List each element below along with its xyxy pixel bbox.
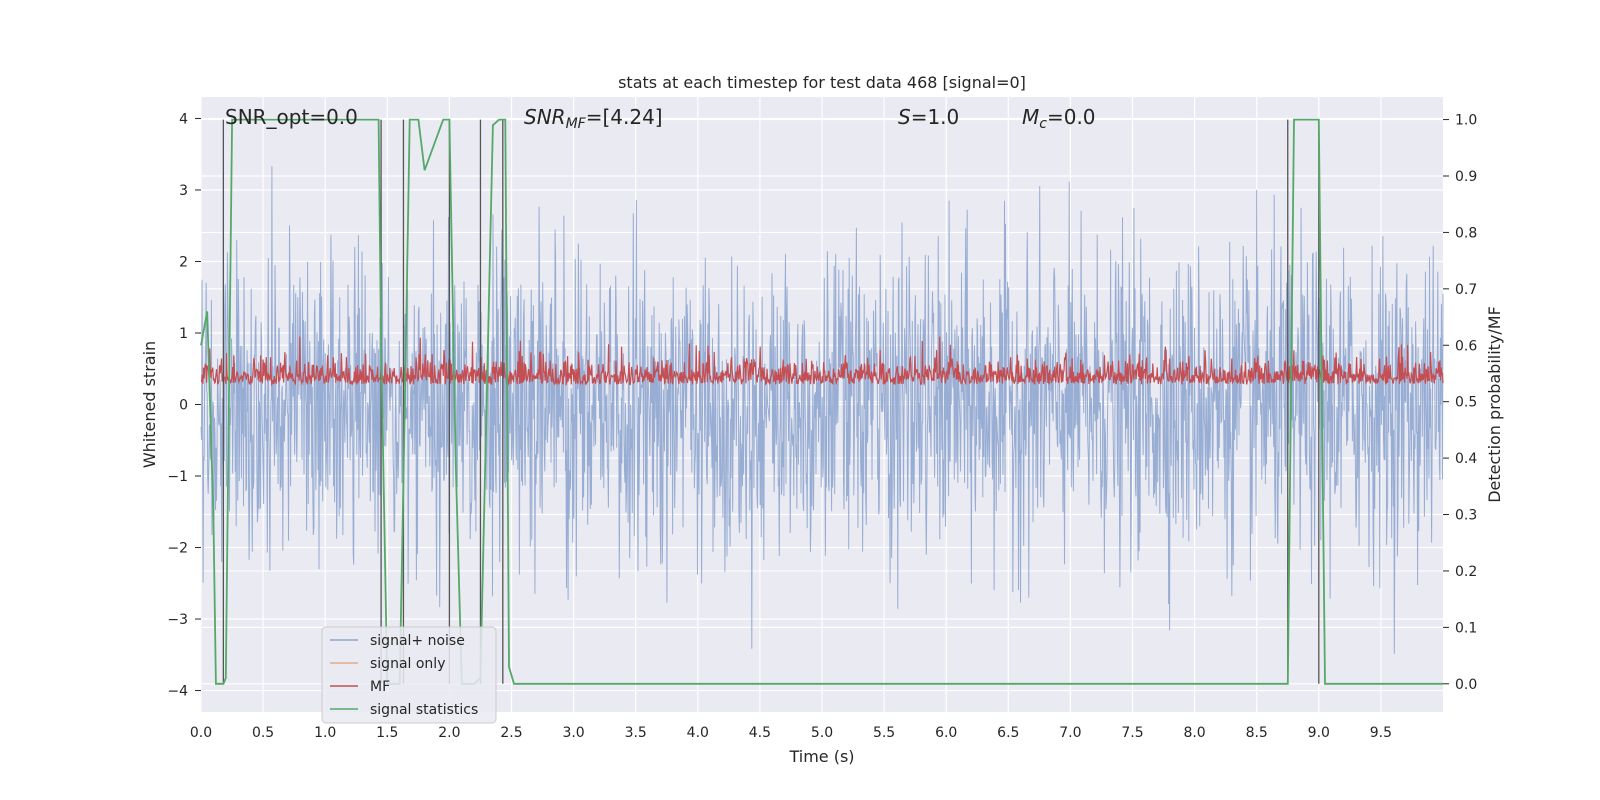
y-axis-label: Whitened strain xyxy=(140,341,159,468)
mc-subscript: c xyxy=(1039,116,1047,132)
y-right-tick-label: 0.9 xyxy=(1455,169,1477,185)
x-axis-label: Time (s) xyxy=(788,747,854,766)
legend-label-signal-noise: signal+ noise xyxy=(370,633,465,649)
y-right-tick-label: 0.7 xyxy=(1455,282,1477,298)
chart-title: stats at each timestep for test data 468… xyxy=(618,73,1026,92)
y-tick-label: 1 xyxy=(179,326,188,342)
legend: signal+ noise signal only MF signal stat… xyxy=(321,626,497,724)
mc-annotation: Mc=0.0 xyxy=(1022,105,1096,132)
y-right-tick-label: 0.6 xyxy=(1455,338,1477,354)
x-tick-label: 2.0 xyxy=(438,725,460,741)
mc-value: =0.0 xyxy=(1047,105,1096,129)
y-right-tick-label: 0.1 xyxy=(1455,620,1477,636)
detection-markers xyxy=(222,119,1320,684)
x-tick-label: 8.5 xyxy=(1246,725,1268,741)
y-right-tick-label: 0.5 xyxy=(1455,395,1477,411)
mc-symbol: M xyxy=(1022,105,1039,129)
mf-trace xyxy=(200,336,1444,387)
snr-mf-value: =[4.24] xyxy=(586,105,663,129)
x-tick-label: 4.5 xyxy=(749,725,771,741)
x-tick-label: 0.5 xyxy=(252,725,274,741)
y-right-tick-label: 1.0 xyxy=(1455,113,1477,129)
y-right-tick-label: 0.8 xyxy=(1455,225,1477,241)
x-tick-label: 1.5 xyxy=(376,725,398,741)
legend-box xyxy=(321,626,497,724)
x-tick-label: 9.5 xyxy=(1370,725,1392,741)
x-tick-label: 7.5 xyxy=(1121,725,1143,741)
y-tick-label: −4 xyxy=(167,684,188,700)
x-tick-label: 1.0 xyxy=(314,725,336,741)
series-mf xyxy=(200,336,1444,387)
s-symbol: S xyxy=(898,105,911,129)
snr-mf-annotation: SNRMF=[4.24] xyxy=(524,105,663,132)
y-tick-label: 3 xyxy=(179,183,188,199)
signal-statistics-line xyxy=(200,118,1443,685)
x-tick-label: 6.5 xyxy=(997,725,1019,741)
legend-label-signal-statistics: signal statistics xyxy=(370,702,478,718)
y-right-tick-label: 0.0 xyxy=(1455,677,1477,693)
axis-ticks: 0.0 0.5 1.0 1.5 2.0 2.5 3.0 3.5 4.0 4.5 5.0 5.5 6.0 6… xyxy=(167,111,1477,741)
x-tick-label: 0.0 xyxy=(190,725,212,741)
x-tick-label: 5.5 xyxy=(873,725,895,741)
legend-label-signal-only: signal only xyxy=(370,656,445,672)
y-right-tick-label: 0.2 xyxy=(1455,564,1477,580)
y-tick-label: 0 xyxy=(179,398,188,414)
snr-mf-symbol: SNR xyxy=(524,105,566,129)
legend-label-mf: MF xyxy=(370,679,390,695)
s-annotation: S=1.0 xyxy=(898,105,959,129)
y-axis-right-label: Detection probability/MF xyxy=(1485,306,1504,503)
x-tick-label: 7.0 xyxy=(1059,725,1081,741)
snr-mf-subscript: MF xyxy=(566,116,587,132)
x-tick-label: 3.5 xyxy=(625,725,647,741)
x-tick-label: 3.0 xyxy=(562,725,584,741)
x-tick-label: 9.0 xyxy=(1308,725,1330,741)
s-value: =1.0 xyxy=(911,105,960,129)
x-tick-label: 6.0 xyxy=(935,725,957,741)
x-tick-label: 2.5 xyxy=(500,725,522,741)
y-tick-label: −2 xyxy=(167,541,188,557)
x-tick-label: 4.0 xyxy=(687,725,709,741)
y-tick-label: −3 xyxy=(167,612,188,628)
y-tick-label: 4 xyxy=(179,111,188,127)
y-right-tick-label: 0.4 xyxy=(1455,451,1477,467)
y-tick-label: −1 xyxy=(167,469,188,485)
x-tick-label: 8.0 xyxy=(1183,725,1205,741)
y-right-tick-label: 0.3 xyxy=(1455,508,1477,524)
snr-opt-annotation: SNR_opt=0.0 xyxy=(225,105,358,129)
y-tick-label: 2 xyxy=(179,254,188,270)
x-tick-label: 5.0 xyxy=(811,725,833,741)
series-signal-statistics xyxy=(200,118,1443,685)
